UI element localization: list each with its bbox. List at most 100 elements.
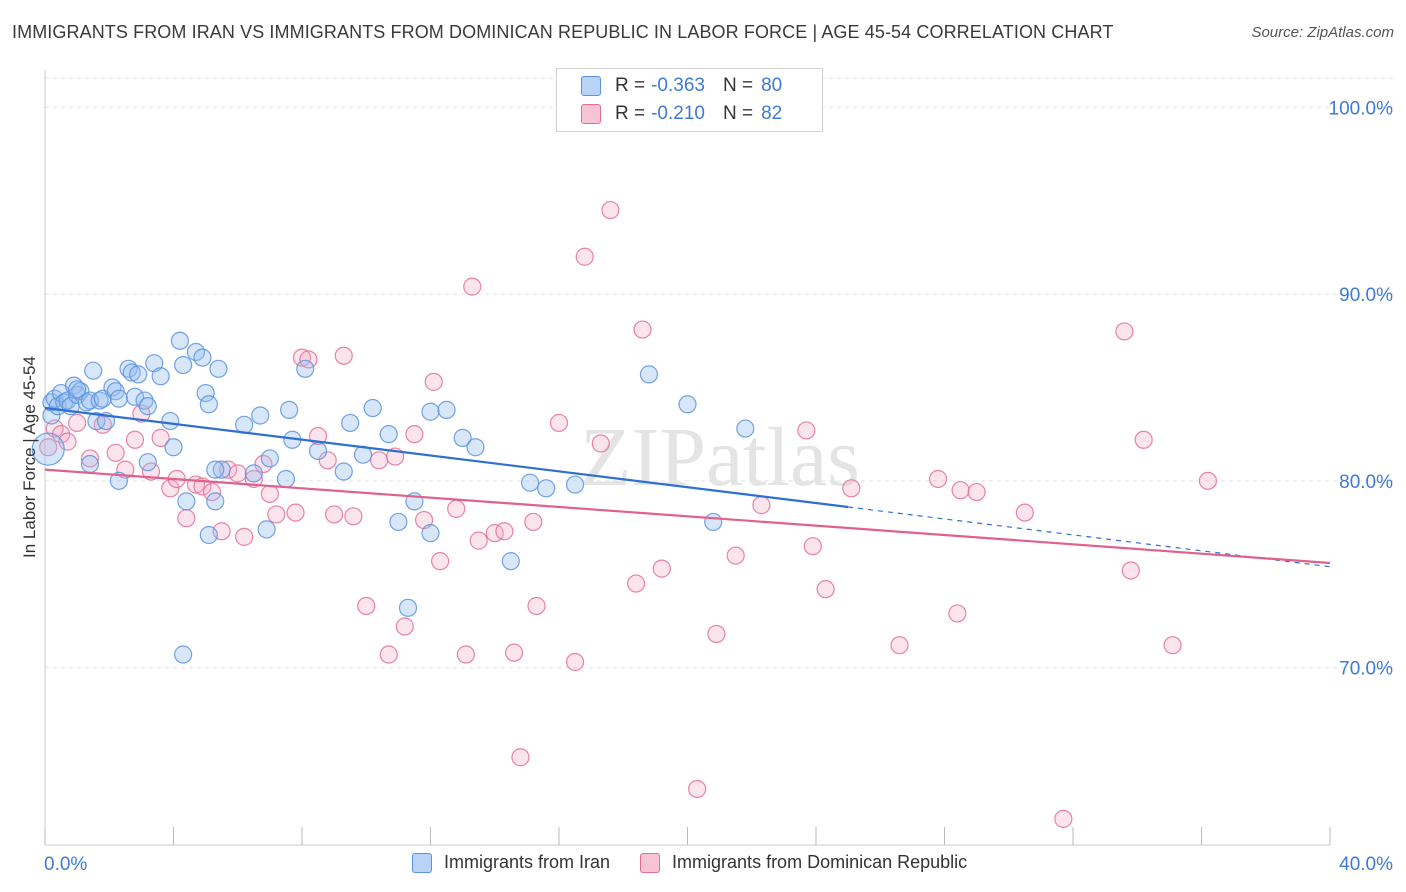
point-iran bbox=[138, 397, 157, 416]
point-iran bbox=[276, 469, 296, 489]
point-iran bbox=[537, 479, 556, 498]
gridlines bbox=[45, 77, 1394, 669]
point-iran bbox=[437, 400, 456, 419]
legend-swatch-dominican bbox=[640, 852, 661, 873]
point-iran bbox=[341, 413, 360, 433]
point-dominican bbox=[803, 537, 822, 556]
chart-title: IMMIGRANTS FROM IRAN VS IMMIGRANTS FROM … bbox=[12, 22, 1114, 42]
point-dominican bbox=[447, 499, 466, 518]
legend-n-value-dominican: 82 bbox=[761, 103, 783, 124]
point-iran bbox=[135, 391, 154, 410]
point-dominican bbox=[752, 496, 771, 515]
point-dominican bbox=[267, 505, 286, 524]
legend-item-iran[interactable]: Immigrants from Iran bbox=[412, 852, 610, 873]
point-dominican bbox=[1163, 636, 1182, 655]
point-dominican bbox=[527, 596, 546, 616]
point-dominican bbox=[405, 425, 424, 444]
y-tick-label: 90.0% bbox=[1339, 285, 1393, 306]
point-dominican bbox=[219, 460, 238, 479]
point-dominican bbox=[948, 604, 967, 623]
y-tick-label: 80.0% bbox=[1339, 472, 1393, 493]
point-iran bbox=[501, 552, 520, 571]
point-iran bbox=[736, 419, 755, 438]
point-dominican bbox=[1115, 322, 1134, 341]
point-iran bbox=[206, 492, 225, 511]
point-dominican bbox=[395, 617, 414, 636]
point-iran bbox=[678, 395, 697, 414]
point-iran bbox=[206, 460, 225, 479]
point-dominican bbox=[286, 503, 305, 522]
legend-r-value-iran: -0.363 bbox=[651, 75, 705, 96]
point-dominican bbox=[463, 277, 482, 296]
point-dominican bbox=[68, 413, 87, 433]
point-iran bbox=[244, 464, 263, 483]
point-dominican bbox=[235, 527, 254, 546]
point-dominican bbox=[726, 546, 745, 565]
point-iran bbox=[90, 391, 109, 410]
point-iran bbox=[389, 512, 408, 532]
point-dominican bbox=[39, 438, 58, 457]
point-dominican bbox=[116, 460, 135, 479]
point-iran bbox=[260, 449, 279, 468]
point-iran bbox=[122, 363, 141, 382]
point-iran bbox=[109, 471, 128, 490]
point-iran bbox=[174, 355, 193, 375]
point-dominican bbox=[344, 507, 363, 526]
point-iran bbox=[125, 387, 145, 406]
point-iran bbox=[296, 359, 315, 378]
point-dominican bbox=[707, 624, 726, 644]
series-legend: Immigrants from Iran Immigrants from Dom… bbox=[412, 852, 997, 873]
point-dominican bbox=[325, 505, 344, 524]
point-iran bbox=[71, 382, 90, 401]
point-iran bbox=[109, 389, 128, 408]
point-iran bbox=[209, 359, 228, 378]
point-dominican bbox=[967, 482, 986, 502]
point-dominican bbox=[318, 451, 337, 470]
point-dominican bbox=[633, 320, 652, 339]
point-iran bbox=[170, 331, 190, 350]
point-iran bbox=[565, 475, 585, 494]
point-iran bbox=[129, 365, 148, 384]
point-iran bbox=[80, 454, 100, 474]
tick-labels: 70.0% 80.0% 90.0% 100.0% 0.0% 40.0% bbox=[44, 98, 1393, 875]
legend-swatch-dominican bbox=[581, 104, 601, 124]
point-dominican bbox=[334, 346, 353, 365]
point-iran bbox=[164, 438, 183, 457]
point-dominican bbox=[1121, 561, 1140, 580]
trend-lines bbox=[44, 406, 1331, 568]
point-dominican bbox=[1054, 809, 1073, 828]
point-iran bbox=[520, 473, 540, 492]
point-dominican bbox=[797, 421, 816, 440]
point-iran bbox=[174, 645, 193, 664]
point-dominican bbox=[524, 512, 543, 532]
point-dominican bbox=[106, 443, 125, 462]
point-dominican bbox=[456, 645, 475, 664]
legend-r-label: R = bbox=[615, 75, 646, 96]
point-iran bbox=[257, 520, 276, 539]
point-iran bbox=[466, 438, 485, 457]
point-iran bbox=[31, 432, 65, 466]
point-dominican bbox=[379, 645, 398, 664]
point-dominican bbox=[652, 559, 671, 578]
point-dominican bbox=[177, 509, 196, 528]
data-points bbox=[31, 200, 1218, 828]
point-iran bbox=[138, 453, 157, 472]
legend-item-dominican[interactable]: Immigrants from Dominican Republic bbox=[640, 852, 967, 873]
point-iran bbox=[308, 441, 328, 461]
correlation-legend: R = -0.363 N = 80 R = -0.210 N = 82 bbox=[556, 68, 823, 132]
source-credit: Source: ZipAtlas.com bbox=[1251, 24, 1394, 41]
point-dominican bbox=[244, 469, 263, 489]
legend-swatch-iran bbox=[412, 852, 432, 873]
point-iran bbox=[87, 411, 106, 431]
trend-line-iran bbox=[44, 406, 849, 509]
point-iran bbox=[379, 425, 398, 444]
trend-line-dominican bbox=[44, 468, 1331, 565]
point-iran bbox=[177, 492, 196, 511]
point-dominican bbox=[424, 372, 443, 391]
legend-n-label: N = bbox=[722, 103, 754, 124]
legend-n-label: N = bbox=[722, 75, 754, 96]
point-dominican bbox=[151, 428, 170, 447]
point-dominican bbox=[688, 779, 707, 799]
point-dominican bbox=[951, 481, 970, 500]
